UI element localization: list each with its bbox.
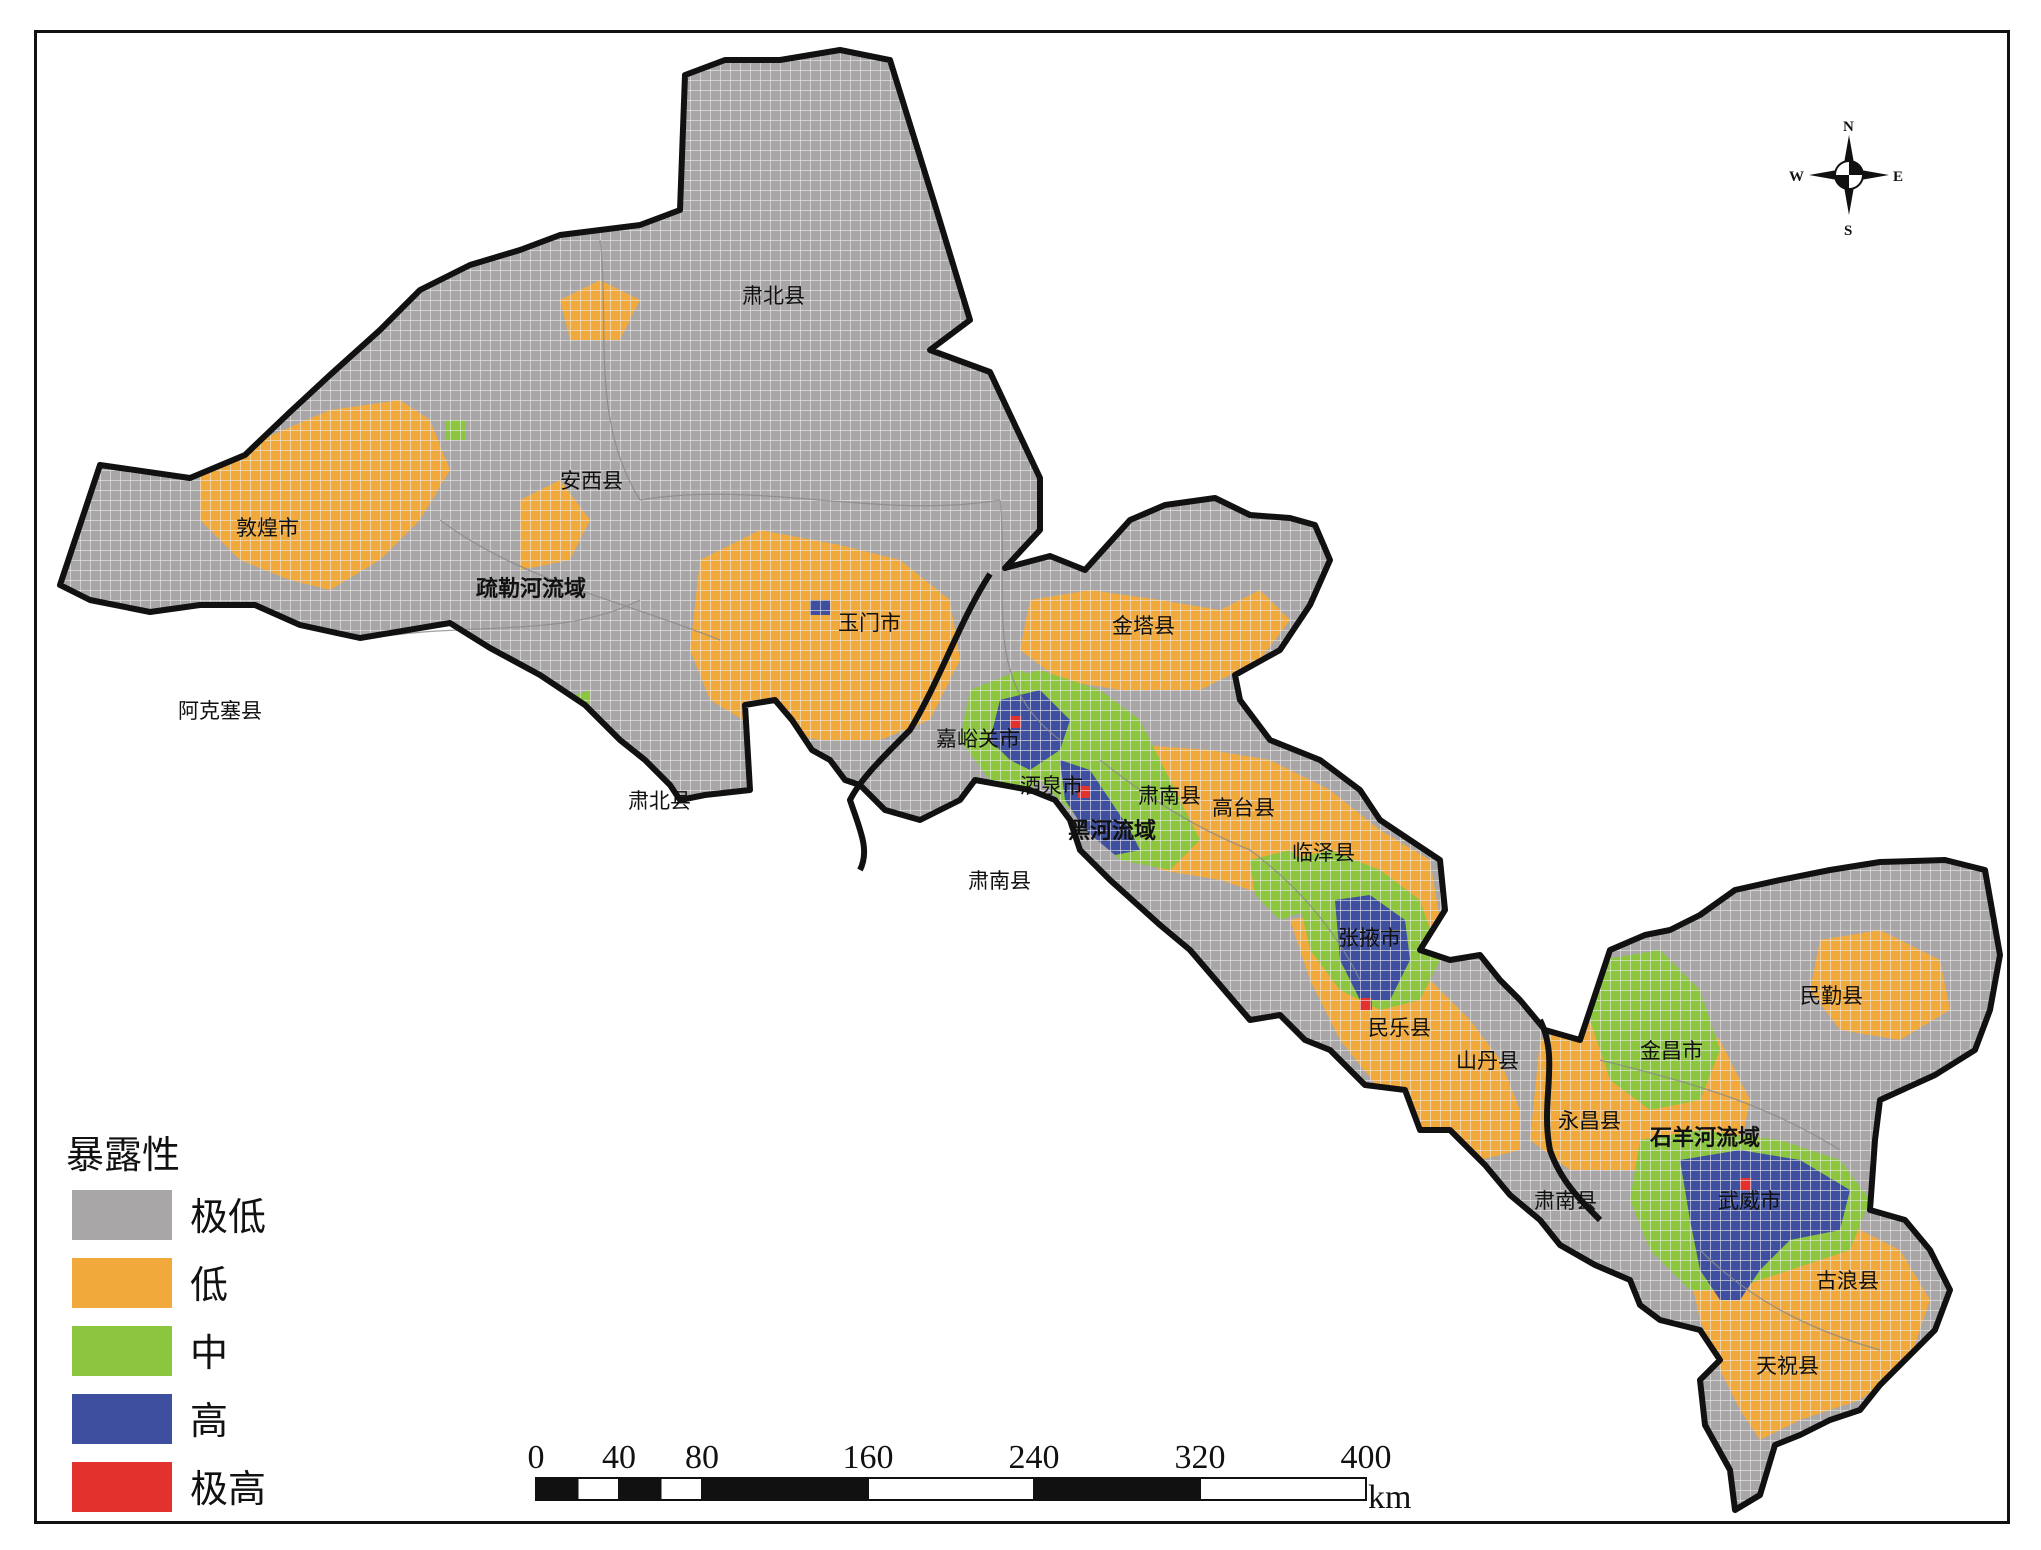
label-shiyanghe-basin: 石羊河流域 <box>1649 1125 1760 1151</box>
scale-segment <box>659 1477 703 1501</box>
label-heihe-basin: 黑河流域 <box>1068 818 1156 844</box>
scale-bar: 0 40 80 160 240 320 400 km <box>528 1439 1412 1516</box>
label-sunan-2: 肃南县 <box>968 869 1031 893</box>
legend-title: 暴露性 <box>66 1133 180 1177</box>
legend-label: 中 <box>190 1331 228 1375</box>
label-sunan-1: 肃南县 <box>1138 784 1201 808</box>
label-jiuquan: 酒泉市 <box>1020 774 1083 798</box>
legend-swatch <box>72 1462 172 1512</box>
scale-tick-label: 240 <box>1009 1439 1060 1476</box>
legend-swatch <box>72 1394 172 1444</box>
scale-segment <box>618 1477 662 1501</box>
scale-segment <box>701 1477 869 1501</box>
legend-swatch <box>72 1258 172 1308</box>
label-gulang: 古浪县 <box>1816 1269 1879 1293</box>
label-minle: 民乐县 <box>1368 1016 1431 1040</box>
label-anxi: 安西县 <box>560 469 623 493</box>
label-zhangye: 张掖市 <box>1338 926 1401 950</box>
grid-overlay <box>60 50 2000 1510</box>
label-minqin: 民勤县 <box>1800 984 1863 1008</box>
region-outline <box>57 47 2003 1513</box>
label-subei-south: 肃北县 <box>628 789 691 813</box>
label-shulehe-basin: 疏勒河流域 <box>476 576 586 602</box>
legend-label: 高 <box>190 1399 228 1443</box>
label-wuwei: 武威市 <box>1718 1189 1781 1213</box>
exposure-patch <box>920 825 940 835</box>
scale-segment <box>1199 1477 1367 1501</box>
basin-boundaries <box>847 572 1603 1223</box>
scale-tick-label: 0 <box>528 1439 545 1476</box>
legend-label: 极低 <box>190 1195 266 1239</box>
compass-n: N <box>1843 119 1854 135</box>
scale-tick-label: 320 <box>1175 1439 1226 1476</box>
label-linze: 临泽县 <box>1292 841 1355 865</box>
label-shandan: 山丹县 <box>1456 1049 1519 1073</box>
scale-segment <box>1033 1477 1201 1501</box>
scale-tick-label: 160 <box>843 1439 894 1476</box>
scale-tick-label: 400 <box>1341 1439 1392 1476</box>
label-sunan-3: 肃南县 <box>1534 1189 1597 1213</box>
legend-label: 低 <box>190 1263 228 1307</box>
county-boundaries <box>359 239 1881 1351</box>
scale-segment <box>867 1477 1035 1501</box>
scale-tick-label: 80 <box>685 1439 719 1476</box>
exposure-patch <box>830 830 842 842</box>
compass-w: W <box>1789 169 1804 185</box>
label-subei-north: 肃北县 <box>742 284 805 308</box>
scale-segment <box>535 1477 579 1501</box>
label-dunhuang: 敦煌市 <box>236 516 299 540</box>
label-akesai: 阿克塞县 <box>178 699 262 723</box>
compass-e: E <box>1893 169 1903 185</box>
label-gaotai: 高台县 <box>1212 796 1275 820</box>
scale-unit: km <box>1368 1479 1411 1516</box>
exposure-patch <box>320 690 340 720</box>
label-jinta: 金塔县 <box>1112 614 1175 638</box>
scale-tick-label: 40 <box>602 1439 636 1476</box>
label-jinchang: 金昌市 <box>1640 1039 1703 1063</box>
legend-swatch <box>72 1326 172 1376</box>
label-yumen: 玉门市 <box>838 611 901 635</box>
label-tianzhu: 天祝县 <box>1756 1354 1819 1378</box>
legend-swatch <box>72 1190 172 1240</box>
legend-label: 极高 <box>190 1467 266 1511</box>
north-arrow: N S E W <box>1789 119 1903 239</box>
label-yongchang: 永昌县 <box>1558 1109 1621 1133</box>
scale-segment <box>576 1477 620 1501</box>
compass-s: S <box>1844 223 1852 239</box>
label-jiayuguan: 嘉峪关市 <box>936 727 1020 751</box>
